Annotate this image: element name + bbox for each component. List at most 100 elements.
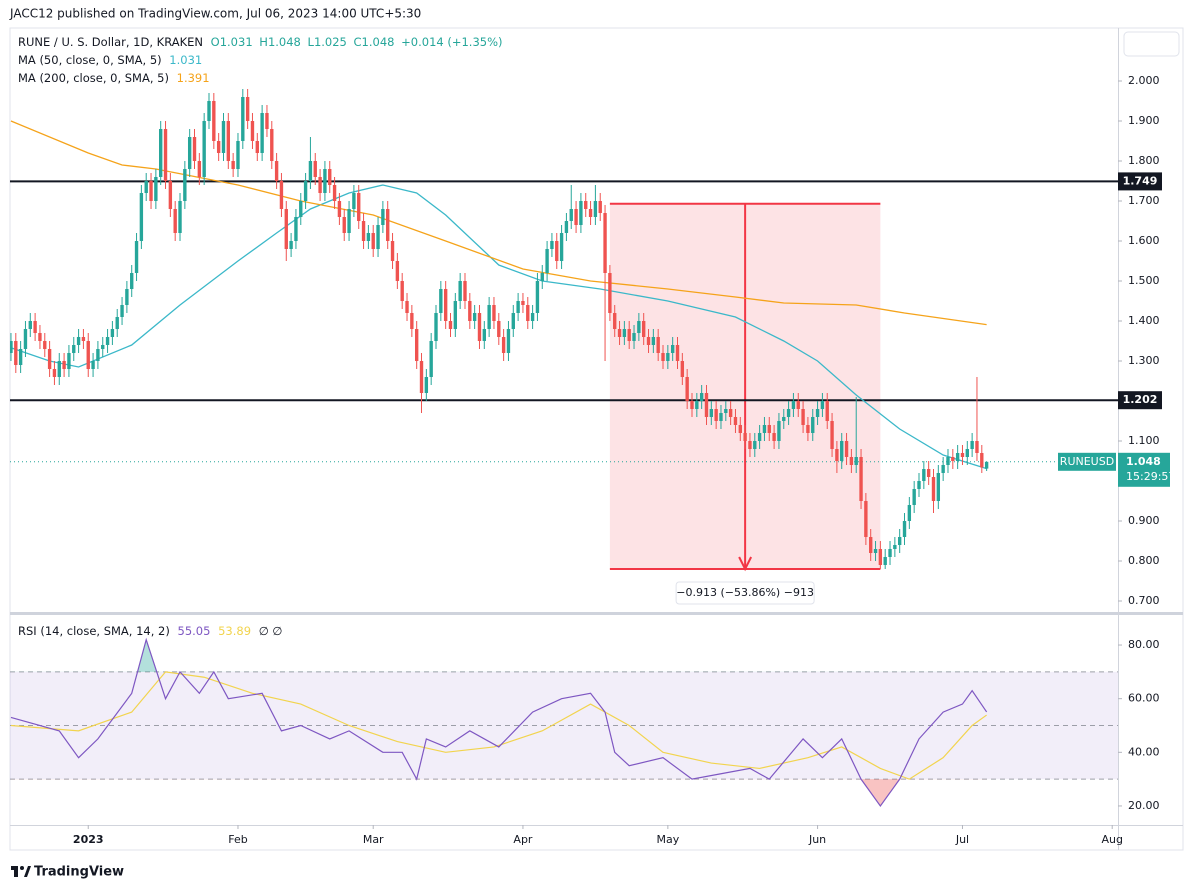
y-tick-label: 1.300 [1128,354,1160,367]
scale-button[interactable] [1123,31,1180,57]
y-tick-label: 2.000 [1128,74,1160,87]
candle-body [617,329,622,337]
candle-body [47,349,52,369]
candle-body [149,181,153,201]
candle-body [661,353,665,361]
y-tick-label: 1.900 [1128,114,1160,127]
y-tick-label: 0.800 [1128,554,1160,567]
candle-body [555,241,559,261]
rsi-ma-line [10,671,987,780]
hline-label: 1.749 [1123,174,1158,187]
candle-body [608,273,612,313]
candle-body [197,161,202,177]
candle-body [748,441,752,449]
ma-value: 1.031 [169,53,202,67]
candle-body [598,201,602,213]
candle-body [125,289,129,305]
candle-body [10,341,13,353]
measure-label-box [675,581,815,605]
candle-body [23,329,28,349]
candle-body [728,409,733,417]
rsi-extra: ∅ ∅ [259,624,283,638]
rsi-y-tick-label: 80.00 [1128,638,1160,651]
candle-body [405,301,409,313]
candle-body [410,313,414,329]
candle-body [506,329,511,353]
candle-body [241,97,245,141]
candle-body [550,241,554,249]
candle-body [482,329,486,341]
candle-body [424,377,429,393]
candle-body [946,457,950,465]
x-tick-label: Apr [513,833,533,846]
candle-body [564,221,569,233]
candle-body [670,345,675,353]
candle-body [666,353,670,361]
candle-body [782,417,786,421]
candle-body [323,169,327,193]
measure-arrowhead [738,556,753,572]
candle-body [192,137,197,161]
legend-rsi: RSI (14, close, SMA, 14, 2) 55.05 53.89 … [18,624,282,638]
candle-body [328,169,332,185]
candle-body [332,185,337,201]
candle-body [622,329,627,337]
candle-body [159,129,163,177]
candle-body [738,425,742,433]
candle-body [859,457,863,501]
candle-body [709,409,714,417]
legend-ma50: MA (50, close, 0, SMA, 5) 1.031 [18,53,202,67]
candle-body [926,469,931,477]
ohlc-close: C1.048 [354,35,395,49]
candle-body [202,121,206,177]
last-price-box [1118,452,1170,487]
candle-body [279,181,284,209]
candle-body [603,213,607,273]
candle-body [386,209,390,241]
ohlc-open: O1.031 [211,35,253,49]
candle-body [168,181,173,209]
candle-body [627,329,631,341]
candle-body [922,469,926,481]
ma-value: 1.391 [177,71,210,85]
moving-average [10,120,987,326]
axes: 2.000 1.900 1.800 1.700 1.600 1.500 1.400 1.300… [73,74,1175,846]
candle-body [569,209,573,221]
candle-body [526,305,530,321]
candle-body [965,449,969,457]
candle-body [936,473,941,501]
rsi-y-tick-label: 60.00 [1128,692,1160,705]
x-tick-label: May [656,833,679,846]
candle-body [318,177,322,193]
y-tick-label: 0.700 [1128,594,1160,607]
candle-body [414,329,419,361]
rsi-y-tick-label: 40.00 [1128,745,1160,758]
candle-body [521,301,525,305]
candle-body [361,221,366,241]
candle-body [139,193,144,241]
candle-body [588,209,593,217]
ohlc-low: L1.025 [308,35,347,49]
rsi-name: RSI (14, close, SMA, 14, 2) [18,624,170,638]
measure-label: −0.913 (−53.86%) −913 [676,586,814,599]
candle-body [236,141,240,169]
candle-body [796,401,800,409]
x-tick-label: Jul [955,833,969,846]
candle-body [255,141,259,153]
candle-body [439,289,443,313]
y-tick-label: 1.400 [1128,314,1160,327]
candle-body [260,113,264,153]
candle-body [458,281,462,301]
price-pane [10,89,1118,572]
y-tick-label: 1.100 [1128,434,1160,447]
candle-body [883,557,887,565]
candle-body [299,201,303,217]
rsi-zone-area [10,779,987,806]
candle-body [704,393,709,417]
candle-body [357,193,361,221]
candle-body [110,329,115,337]
candle-body [984,461,989,469]
published-line: JACC12 published on TradingView.com, Jul… [9,7,421,21]
candle-body [656,337,660,353]
